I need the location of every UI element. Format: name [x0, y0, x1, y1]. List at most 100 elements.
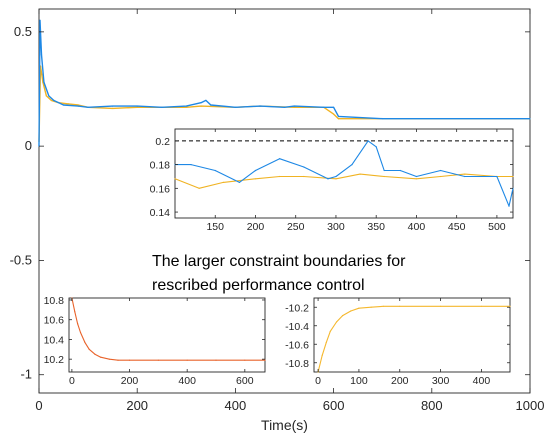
data-point	[303, 175, 305, 178]
x-tick-label: 0	[315, 375, 321, 387]
data-point	[279, 158, 281, 160]
data-point	[359, 173, 361, 175]
data-point	[185, 105, 187, 107]
y-tick-label: 10.2	[44, 354, 65, 366]
data-point	[333, 113, 335, 115]
x-axis-label: Time(s)	[261, 417, 308, 433]
data-point	[238, 181, 240, 183]
y-tick-label: -0.5	[10, 252, 32, 267]
data-point	[323, 106, 325, 108]
annotation-text: The larger constraint boundaries for res…	[152, 253, 406, 294]
data-point	[375, 146, 377, 148]
x-tick-label: 150	[206, 221, 224, 233]
data-point	[254, 178, 257, 180]
y-tick-label: 0.2	[155, 136, 170, 148]
y-tick-label: 0.18	[150, 160, 171, 172]
data-point	[45, 95, 48, 97]
data-point	[321, 354, 323, 356]
x-tick-label: 200	[247, 221, 265, 233]
series-line-1	[175, 140, 514, 207]
x-tick-label: 350	[367, 221, 385, 233]
data-point	[77, 105, 79, 107]
data-point	[254, 169, 257, 172]
inset-right-chart: 0 100 200 300 400 -10.8 -10.6 -10.4 -10.2	[285, 297, 511, 387]
x-tick-label: 800	[421, 398, 443, 413]
data-point	[222, 181, 224, 183]
data-point	[88, 348, 90, 350]
data-point	[512, 175, 514, 178]
data-point	[234, 106, 236, 108]
data-point	[190, 164, 192, 166]
data-point	[136, 106, 138, 108]
y-tick-label: -10.4	[285, 321, 309, 333]
data-point	[508, 205, 510, 207]
data-point	[259, 105, 261, 107]
data-point	[279, 175, 281, 178]
data-point	[351, 164, 353, 166]
data-point	[440, 305, 442, 307]
data-point	[94, 353, 96, 355]
data-point	[329, 330, 331, 332]
data-point	[62, 104, 65, 106]
data-point	[415, 175, 417, 178]
data-point	[161, 106, 163, 108]
y-tick-label: -10.8	[285, 358, 309, 370]
x-tick-label: 400	[473, 375, 491, 387]
x-tick-label: 200	[391, 375, 409, 387]
data-point	[244, 359, 246, 361]
data-point	[303, 166, 305, 168]
data-point	[382, 305, 384, 307]
x-tick-label: 450	[448, 221, 466, 233]
data-point	[77, 104, 79, 106]
x-tick-label: 200	[121, 375, 139, 387]
data-point	[464, 173, 466, 175]
data-point	[53, 99, 55, 101]
series-line-0	[71, 297, 265, 361]
data-point	[174, 178, 176, 180]
data-point	[215, 359, 217, 361]
data-point	[198, 187, 200, 189]
x-tick-label: 600	[323, 398, 345, 413]
data-point	[84, 341, 86, 343]
data-point	[136, 105, 138, 107]
data-point	[108, 358, 110, 360]
data-point	[383, 169, 385, 172]
data-point	[399, 169, 401, 172]
data-point	[337, 118, 340, 120]
data-point	[264, 359, 266, 361]
x-tick-label: 250	[287, 221, 305, 233]
inset-left-chart: 0 200 400 600 10.2 10.4 10.6 10.8	[44, 295, 266, 387]
y-tick-label: 0.16	[150, 183, 171, 195]
data-point	[77, 323, 79, 325]
data-point	[358, 307, 360, 309]
data-point	[50, 99, 52, 101]
y-tick-label: -10.2	[285, 302, 309, 314]
x-tick-label: 400	[408, 221, 426, 233]
y-tick-label: 0	[25, 138, 32, 153]
axes-frame	[313, 297, 511, 373]
data-point	[337, 115, 340, 117]
data-point	[200, 102, 202, 104]
data-point	[117, 359, 119, 361]
x-tick-label: 400	[178, 375, 196, 387]
data-point	[529, 118, 531, 120]
y-tick-label: -1	[20, 367, 32, 382]
data-point	[112, 107, 114, 109]
data-point	[480, 305, 482, 307]
data-point	[367, 140, 369, 142]
data-point	[509, 305, 511, 307]
data-point	[382, 118, 384, 120]
x-tick-label: 0	[35, 398, 42, 413]
data-point	[335, 178, 337, 180]
data-point	[39, 19, 41, 21]
x-tick-label: 100	[350, 375, 368, 387]
data-point	[415, 178, 417, 180]
x-tick-label: 1000	[516, 398, 545, 413]
data-point	[48, 95, 50, 97]
series-line-0	[174, 173, 513, 189]
data-point	[157, 359, 159, 361]
y-tick-label: 10.4	[44, 334, 65, 346]
data-point	[205, 99, 207, 101]
inset-zoom-chart: 150 200 250 300 350 400 450 500 0.14 0.16 0.18 0.2	[150, 128, 514, 233]
